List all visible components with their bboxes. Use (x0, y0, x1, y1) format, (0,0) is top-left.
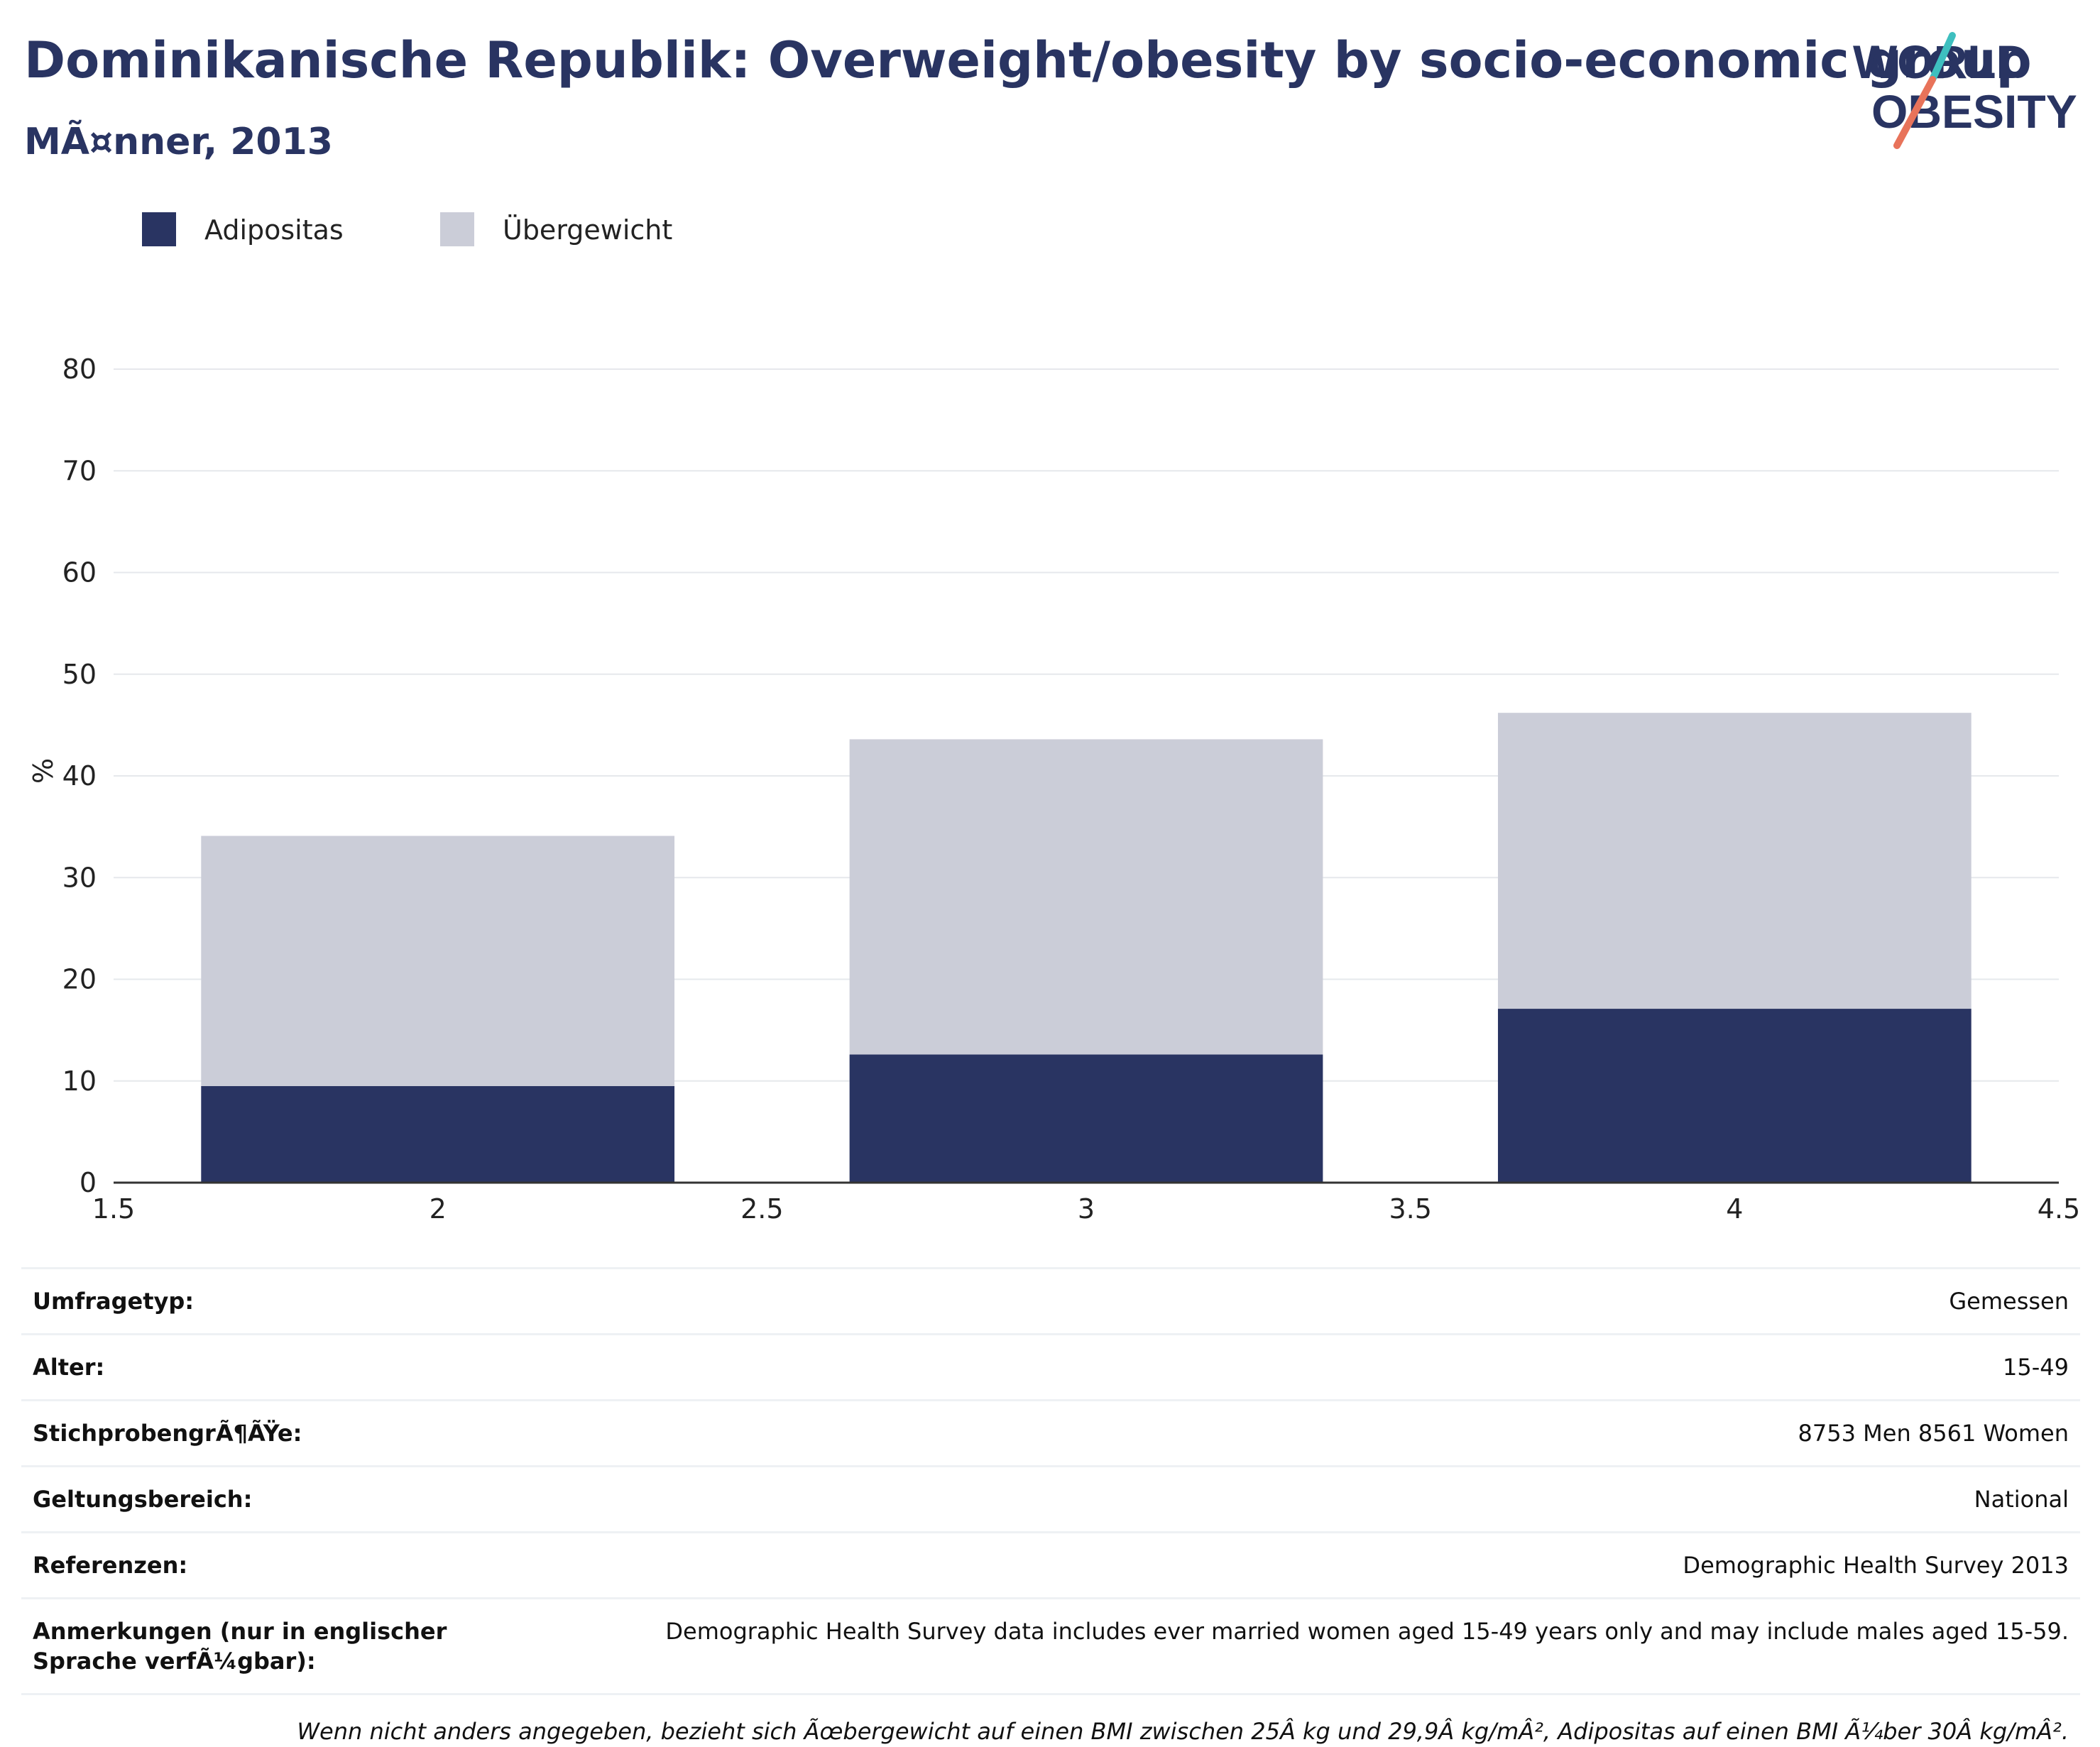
stacked-bar-chart: Adipositas Übergewicht 01020304050607080 … (28, 212, 2080, 1225)
chart-bars (201, 713, 1972, 1183)
legend-swatch (142, 212, 176, 246)
y-tick-label: 30 (62, 862, 97, 893)
info-label: Referenzen: (33, 1552, 188, 1579)
y-tick-label: 40 (62, 760, 97, 792)
x-tick-label: 3.5 (1389, 1193, 1431, 1225)
info-label: Umfragetyp: (33, 1288, 195, 1315)
info-label: Alter: (33, 1354, 105, 1381)
info-label: Anmerkungen (nur in englischer Sprache v… (33, 1618, 447, 1675)
bar-adipositas (1497, 1009, 1972, 1183)
bar-uebergewicht (849, 739, 1323, 1055)
x-tick-label: 4 (1726, 1193, 1743, 1225)
bar-uebergewicht (201, 836, 675, 1086)
info-row: Umfragetyp: Gemessen (21, 1268, 2080, 1335)
page-subtitle: MÃ¤nner, 2013 (24, 121, 333, 163)
info-label: StichprobengrÃ¶ÃŸe: (33, 1420, 302, 1447)
x-tick-label: 4.5 (2038, 1193, 2080, 1225)
chart-legend: Adipositas Übergewicht (142, 212, 672, 246)
survey-info-table: Umfragetyp: Gemessen Alter: 15-49 Stichprobe… (21, 1267, 2080, 1747)
x-tick-label: 3 (1078, 1193, 1095, 1225)
info-value: 8753 Men 8561 Women (1798, 1420, 2069, 1447)
y-tick-label: 0 (80, 1167, 97, 1198)
y-tick-label: 20 (62, 964, 97, 995)
y-tick-label: 60 (62, 557, 97, 588)
y-tick-label: 70 (62, 455, 97, 486)
info-value: National (1974, 1486, 2069, 1513)
x-tick-label: 2 (430, 1193, 447, 1225)
page-title: Dominikanische Republik: Overweight/obes… (24, 31, 2032, 89)
bar-adipositas (849, 1054, 1323, 1183)
y-tick-label: 10 (62, 1066, 97, 1097)
world-obesity-logo: WORLD OBESITY (1853, 32, 2077, 149)
info-footnote-row: Wenn nicht anders angegeben, bezieht sic… (21, 1694, 2080, 1747)
y-axis-ticks: 0 10 20 30 40 50 60 70 80 (62, 354, 97, 1198)
info-row: Anmerkungen (nur in englischer Sprache v… (21, 1598, 2080, 1694)
x-tick-label: 2.5 (740, 1193, 783, 1225)
info-value: Demographic Health Survey 2013 (1683, 1552, 2069, 1579)
info-value: Demographic Health Survey data includes … (665, 1618, 2069, 1645)
info-row: StichprobengrÃ¶ÃŸe: 8753 Men 8561 Women (21, 1400, 2080, 1467)
info-value: 15-49 (2003, 1354, 2069, 1381)
info-value: Gemessen (1949, 1288, 2069, 1315)
info-row: Alter: 15-49 (21, 1334, 2080, 1401)
x-axis-ticks: 1.5 2 2.5 3 3.5 4 4.5 (92, 1193, 2080, 1225)
logo-slash-teal (1929, 32, 1956, 83)
info-row: Geltungsbereich: National (21, 1466, 2080, 1533)
bmi-footnote: Wenn nicht anders angegeben, bezieht sic… (297, 1718, 2069, 1745)
info-row: Referenzen: Demographic Health Survey 201… (21, 1532, 2080, 1599)
legend-label: Adipositas (204, 214, 344, 246)
x-tick-label: 1.5 (92, 1193, 135, 1225)
legend-label: Übergewicht (503, 214, 672, 246)
y-tick-label: 50 (62, 659, 97, 690)
bar-adipositas (201, 1085, 675, 1183)
logo-slash-coral (1893, 76, 1936, 149)
legend-swatch (440, 212, 474, 246)
y-axis-label: % (28, 758, 59, 784)
y-tick-label: 80 (62, 354, 97, 385)
bar-uebergewicht (1497, 713, 1972, 1009)
info-label: Geltungsbereich: (33, 1486, 253, 1513)
